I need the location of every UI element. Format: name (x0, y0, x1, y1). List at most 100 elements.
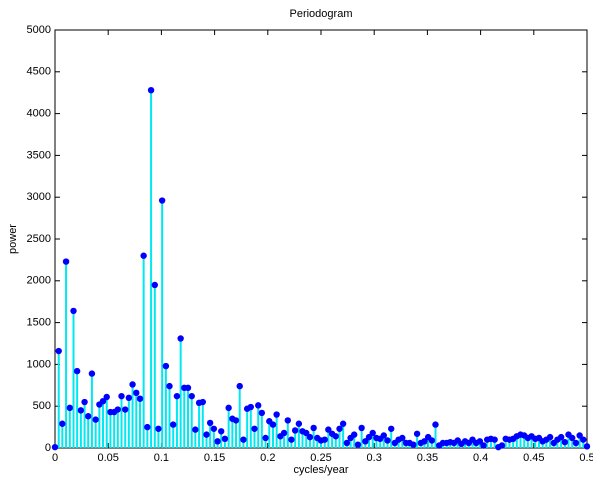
chart-title: Periodogram (290, 8, 353, 20)
stem-marker (214, 438, 221, 445)
stem-marker (255, 402, 262, 409)
stem-marker (144, 423, 151, 431)
stem-marker (561, 438, 569, 446)
stem-marker (147, 86, 155, 94)
stem-marker (125, 394, 133, 402)
stem-marker (199, 398, 206, 406)
stem-marker (388, 425, 395, 432)
stem-marker (280, 429, 288, 437)
y-tick-label: 2500 (27, 233, 51, 245)
stem-marker (258, 409, 266, 417)
stem-marker (362, 438, 369, 445)
stem-marker (225, 404, 232, 412)
x-tick-label: 0 (52, 452, 58, 464)
stem-marker (151, 281, 159, 289)
stem-marker (491, 436, 498, 443)
stem-marker (240, 436, 247, 443)
stem-marker (232, 417, 240, 424)
stem-marker (188, 392, 195, 400)
stem-marker (251, 425, 258, 432)
stem-marker (210, 425, 218, 432)
stem-marker (70, 307, 77, 315)
y-tick-label: 500 (33, 400, 51, 412)
stem-marker (291, 427, 299, 434)
stem-marker (583, 443, 591, 450)
stem-marker (410, 441, 417, 448)
stem-marker (569, 434, 576, 442)
stem-marker (269, 421, 277, 428)
stem-marker (129, 381, 136, 388)
stem-marker (158, 197, 166, 204)
y-tick-label: 2000 (27, 275, 51, 287)
stem-marker (122, 406, 129, 413)
stem-marker (184, 384, 192, 392)
stem-marker (55, 347, 62, 355)
stem-marker (177, 335, 184, 342)
stem-marker (166, 382, 173, 390)
stem-marker (66, 404, 73, 412)
y-tick-label: 4000 (27, 108, 51, 120)
stem-marker (354, 441, 362, 448)
stem-marker (221, 435, 229, 443)
stem-marker (332, 433, 339, 440)
stem-marker (310, 424, 317, 432)
stem-marker (498, 442, 506, 449)
stem-marker (380, 432, 387, 439)
stem-marker (339, 420, 347, 427)
stem-marker (273, 411, 280, 418)
stem-marker (303, 429, 310, 437)
stem-marker (325, 426, 332, 433)
x-tick-label: 0.15 (204, 452, 225, 464)
stem-marker (77, 407, 85, 414)
stem-marker (140, 252, 147, 259)
stem-marker (428, 437, 436, 444)
stem-marker (413, 430, 421, 437)
stem-marker (192, 426, 199, 433)
stem-marker (173, 392, 181, 400)
stem-marker (247, 403, 254, 411)
stem-marker (236, 382, 243, 390)
stem-marker (365, 433, 373, 441)
stem-marker (203, 431, 210, 438)
stem-marker (432, 421, 439, 428)
x-axis-label: cycles/year (293, 464, 348, 476)
stem-marker (88, 370, 96, 377)
y-tick-label: 5000 (27, 24, 51, 36)
stem-marker (546, 433, 554, 441)
x-tick-label: 0.2 (260, 452, 275, 464)
stem-marker (206, 419, 214, 427)
stem-marker (73, 367, 81, 375)
stem-marker (358, 424, 365, 432)
x-tick-label: 0.25 (310, 452, 331, 464)
stem-marker (476, 438, 484, 445)
stem-marker (262, 434, 269, 442)
stem-marker (580, 436, 587, 443)
stem-marker (51, 443, 59, 451)
stem-marker (118, 392, 125, 400)
stem-marker (84, 413, 92, 420)
x-tick-label: 0.5 (579, 452, 593, 464)
stem-marker (557, 433, 565, 441)
stem-marker (384, 437, 391, 444)
x-tick-label: 0.05 (97, 452, 118, 464)
stem-marker (103, 393, 110, 401)
stem-marker (350, 431, 358, 438)
y-tick-label: 4500 (27, 66, 51, 78)
stem-marker (155, 425, 162, 432)
stem-marker (81, 398, 88, 406)
stem-marker (114, 406, 121, 413)
stem-marker (99, 397, 107, 405)
stem-marker (369, 429, 376, 437)
stem-marker (480, 442, 487, 449)
stem-marker (576, 432, 583, 439)
stem-marker (133, 389, 140, 397)
y-tick-label: 3500 (27, 149, 51, 161)
stem-marker (295, 420, 303, 427)
stem-marker (92, 416, 99, 423)
stem-marker (321, 436, 328, 443)
x-tick-label: 0.4 (473, 452, 488, 464)
y-axis-label: power (7, 224, 19, 254)
stem-marker (572, 439, 580, 447)
y-tick-label: 0 (45, 442, 51, 454)
